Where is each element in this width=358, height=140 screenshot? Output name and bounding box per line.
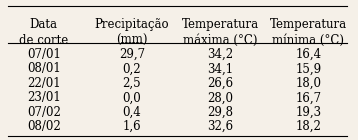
- Text: (mm): (mm): [116, 34, 147, 47]
- Text: 26,6: 26,6: [207, 77, 233, 90]
- Text: 07/02: 07/02: [27, 106, 61, 119]
- Text: 2,5: 2,5: [122, 77, 141, 90]
- Text: 28,0: 28,0: [207, 91, 233, 104]
- Text: 08/02: 08/02: [27, 120, 61, 133]
- Text: 18,0: 18,0: [295, 77, 321, 90]
- Text: de corte: de corte: [19, 34, 68, 47]
- Text: 0,4: 0,4: [122, 106, 141, 119]
- Text: Precipitação: Precipitação: [95, 18, 169, 31]
- Text: 08/01: 08/01: [27, 62, 61, 75]
- Text: 16,7: 16,7: [295, 91, 321, 104]
- Text: Temperatura: Temperatura: [270, 18, 347, 31]
- Text: 34,1: 34,1: [207, 62, 233, 75]
- Text: máxima (°C): máxima (°C): [183, 34, 257, 47]
- Text: 0,0: 0,0: [122, 91, 141, 104]
- Text: 19,3: 19,3: [295, 106, 321, 119]
- Text: mínima (°C): mínima (°C): [272, 34, 344, 47]
- Text: 34,2: 34,2: [207, 48, 233, 61]
- Text: 22/01: 22/01: [27, 77, 61, 90]
- Text: 07/01: 07/01: [27, 48, 61, 61]
- Text: 18,2: 18,2: [295, 120, 321, 133]
- Text: Temperatura: Temperatura: [182, 18, 258, 31]
- Text: 1,6: 1,6: [122, 120, 141, 133]
- Text: Data: Data: [30, 18, 58, 31]
- Text: 16,4: 16,4: [295, 48, 321, 61]
- Text: 0,2: 0,2: [122, 62, 141, 75]
- Text: 29,8: 29,8: [207, 106, 233, 119]
- Text: 29,7: 29,7: [119, 48, 145, 61]
- Text: 32,6: 32,6: [207, 120, 233, 133]
- Text: 23/01: 23/01: [27, 91, 61, 104]
- Text: 15,9: 15,9: [295, 62, 321, 75]
